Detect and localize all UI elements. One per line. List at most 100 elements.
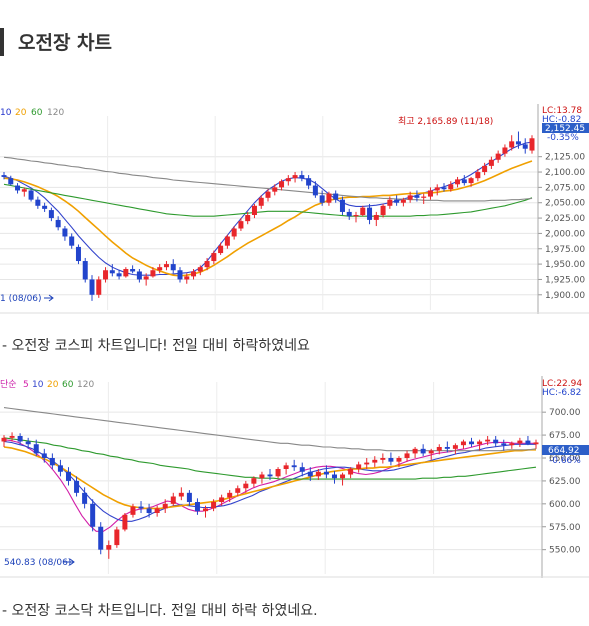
candle (452, 443, 458, 455)
candle (42, 202, 48, 212)
candle (373, 211, 379, 227)
candle (477, 439, 483, 451)
candle (245, 211, 251, 225)
candle (326, 191, 332, 206)
legend-label: 단순 (0, 379, 17, 390)
current-price-badge (542, 445, 589, 455)
candle (75, 244, 81, 265)
candle (394, 195, 400, 206)
candle (231, 226, 237, 240)
candle (1, 172, 7, 180)
candle (272, 184, 278, 196)
candle (404, 450, 410, 462)
low-arrow-icon (44, 294, 54, 302)
candle (299, 170, 305, 182)
candle (461, 175, 467, 186)
candle (267, 469, 273, 480)
candle (353, 211, 359, 223)
candle (98, 522, 104, 555)
candle (162, 499, 168, 513)
candle (163, 261, 169, 271)
candle (348, 467, 354, 479)
candle (170, 492, 176, 506)
candle (17, 433, 23, 445)
candle (114, 526, 120, 548)
y-tick-label: 1,925.00 (545, 275, 585, 285)
candle (306, 175, 312, 190)
y-tick-label: 625.00 (549, 477, 581, 487)
series-line-ma20 (3, 446, 536, 510)
candle (9, 432, 15, 442)
candle (485, 436, 491, 446)
candle (509, 441, 515, 449)
candle (251, 476, 257, 488)
change-pct: -0.35% (547, 133, 579, 143)
candle (501, 439, 507, 451)
candle (35, 196, 41, 209)
y-tick-label: 600.00 (549, 500, 581, 510)
y-tick-label: 2,050.00 (545, 199, 585, 209)
candle (138, 501, 144, 513)
candle (25, 437, 31, 449)
candle (259, 471, 265, 484)
candle (529, 135, 535, 154)
candle (388, 452, 394, 466)
candle (265, 189, 271, 202)
candle (227, 490, 233, 502)
candle (331, 470, 337, 484)
candle (315, 469, 321, 480)
candle (41, 448, 47, 463)
candle (360, 205, 366, 217)
candle (400, 197, 406, 207)
candle (96, 276, 102, 298)
candle (292, 172, 298, 183)
page-title: 오전장 차트 (18, 32, 113, 54)
legend-ma20: 20 (47, 380, 59, 390)
candle (509, 135, 515, 151)
candle (109, 264, 115, 277)
candle (82, 487, 88, 509)
y-tick-label: 2,100.00 (545, 168, 585, 178)
series-line-ma60 (3, 183, 533, 217)
candle (154, 505, 160, 517)
candle (62, 226, 68, 241)
y-tick-label: 1,975.00 (545, 245, 585, 255)
kosdaq-caption: - 오전장 코스닥 차트입니다. 전일 대비 하락 하였네요. (2, 603, 318, 619)
legend-ma10: 10 (0, 108, 12, 118)
candle (448, 181, 454, 192)
candle (197, 265, 203, 276)
current-price: 664.92 (548, 446, 580, 456)
candle (224, 234, 230, 249)
candle (170, 259, 176, 274)
candle (495, 150, 501, 163)
candle (251, 203, 257, 219)
kosdaq-chart: 700.00 675.00 650.00 625.00 600.00 575.00 550.… (0, 376, 589, 578)
y-tick-label: 2,075.00 (545, 183, 585, 193)
candle (533, 439, 539, 449)
y-tick-label: 2,125.00 (545, 153, 585, 163)
candle (89, 275, 95, 301)
candle (299, 462, 305, 477)
candle (184, 273, 190, 284)
candle (444, 441, 450, 453)
candle (130, 265, 136, 274)
legend-ma120: 120 (77, 380, 94, 390)
candle (143, 273, 149, 286)
candle (157, 264, 163, 274)
low-annotation: 1 (08/06) (0, 294, 42, 304)
candle (515, 131, 521, 149)
candle (122, 513, 128, 532)
current-price-badge (542, 123, 589, 133)
candle (65, 467, 71, 486)
candle (103, 267, 109, 283)
legend-ma10: 10 (32, 380, 44, 390)
candle (186, 490, 192, 506)
candle (258, 195, 264, 209)
candle (283, 462, 289, 475)
candle (407, 191, 413, 203)
candle (340, 472, 346, 486)
candle (517, 437, 523, 447)
candle (387, 196, 393, 209)
series-line-ma120 (3, 156, 533, 202)
candle (380, 453, 386, 464)
